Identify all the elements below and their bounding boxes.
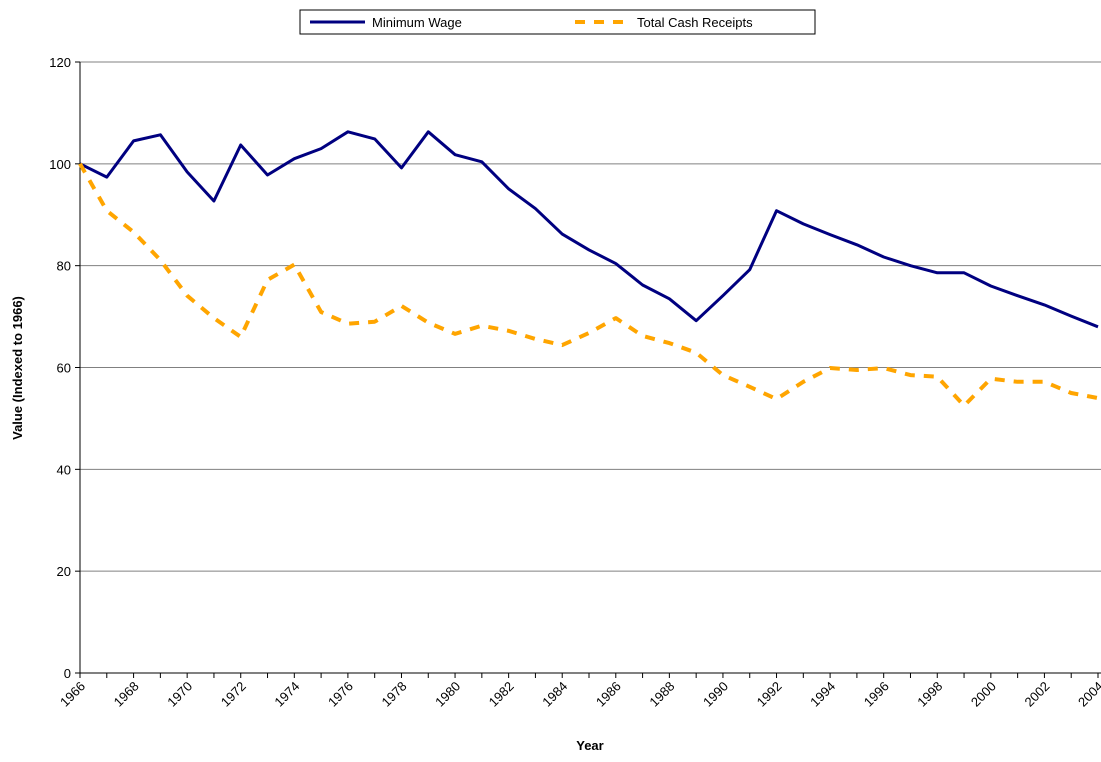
x-tick-label: 2002 (1021, 679, 1052, 710)
x-tick-label: 1966 (57, 679, 88, 710)
series-line (79, 130, 1099, 329)
x-tick-label: 1984 (539, 679, 570, 710)
x-tick-label: 1978 (379, 679, 410, 710)
y-tick-label: 60 (57, 361, 71, 376)
x-tick-label: 1998 (914, 679, 945, 710)
x-tick-label: 1988 (646, 679, 677, 710)
y-tick-label: 20 (57, 564, 71, 579)
x-tick-label: 1990 (700, 679, 731, 710)
series-line (78, 162, 1099, 408)
x-tick-label: 2000 (968, 679, 999, 710)
x-tick-label: 1992 (754, 679, 785, 710)
x-tick-label: 1982 (486, 679, 517, 710)
x-tick-label: 1980 (432, 679, 463, 710)
x-tick-label: 2004 (1075, 679, 1101, 710)
x-axis-title: Year (576, 738, 603, 753)
x-tick-label: 1994 (807, 679, 838, 710)
x-tick-label: 1972 (218, 679, 249, 710)
legend-label: Minimum Wage (372, 15, 462, 30)
x-tick-label: 1976 (325, 679, 356, 710)
legend-box (299, 9, 816, 35)
legend-label: Total Cash Receipts (637, 15, 753, 30)
x-tick-label: 1968 (111, 679, 142, 710)
x-tick-label: 1974 (271, 679, 302, 710)
y-tick-label: 100 (49, 157, 71, 172)
y-tick-label: 0 (64, 666, 71, 681)
x-tick-label: 1986 (593, 679, 624, 710)
x-tick-label: 1996 (861, 679, 892, 710)
y-axis-title: Value (Indexed to 1966) (10, 296, 25, 440)
y-tick-label: 120 (49, 55, 71, 70)
y-tick-label: 80 (57, 259, 71, 274)
y-tick-label: 40 (57, 462, 71, 477)
x-tick-label: 1970 (164, 679, 195, 710)
